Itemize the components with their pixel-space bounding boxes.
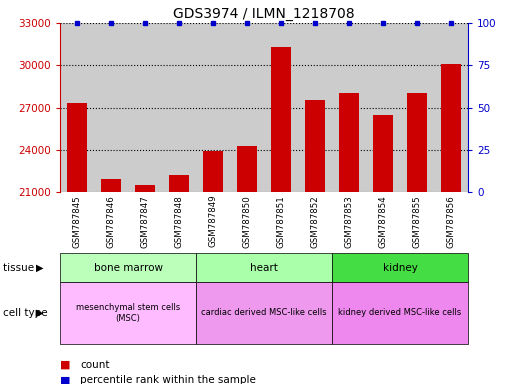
Bar [332,282,468,344]
Bar [203,151,223,192]
Bar [67,103,87,192]
Bar [339,93,359,192]
Text: cell type: cell type [3,308,51,318]
Bar [162,23,196,192]
Bar [298,23,332,192]
Text: ■: ■ [60,375,71,384]
Text: count: count [80,360,109,370]
Text: ■: ■ [60,360,71,370]
Bar [135,185,155,192]
Bar [237,146,257,192]
Bar [434,23,468,192]
Bar [441,64,461,192]
Bar [196,23,230,192]
Bar [169,175,189,192]
Text: tissue: tissue [3,263,37,273]
Bar [373,114,393,192]
Bar [128,23,162,192]
Text: ▶: ▶ [36,308,43,318]
Bar [366,23,400,192]
Bar [94,23,128,192]
Bar [196,282,332,344]
Bar [332,253,468,282]
Bar [101,179,121,192]
Text: heart: heart [250,263,278,273]
Bar [230,23,264,192]
Text: cardiac derived MSC-like cells: cardiac derived MSC-like cells [201,308,327,318]
Text: kidney derived MSC-like cells: kidney derived MSC-like cells [338,308,462,318]
Text: ▶: ▶ [36,263,43,273]
Bar [332,23,366,192]
Bar [305,101,325,192]
Text: kidney: kidney [383,263,417,273]
Bar [271,47,291,192]
Bar [264,23,298,192]
Title: GDS3974 / ILMN_1218708: GDS3974 / ILMN_1218708 [173,7,355,21]
Bar [407,93,427,192]
Text: mesenchymal stem cells
(MSC): mesenchymal stem cells (MSC) [76,303,180,323]
Bar [400,23,434,192]
Text: percentile rank within the sample: percentile rank within the sample [80,375,256,384]
Bar [60,253,196,282]
Bar [196,253,332,282]
Text: bone marrow: bone marrow [94,263,163,273]
Bar [60,23,94,192]
Bar [60,282,196,344]
